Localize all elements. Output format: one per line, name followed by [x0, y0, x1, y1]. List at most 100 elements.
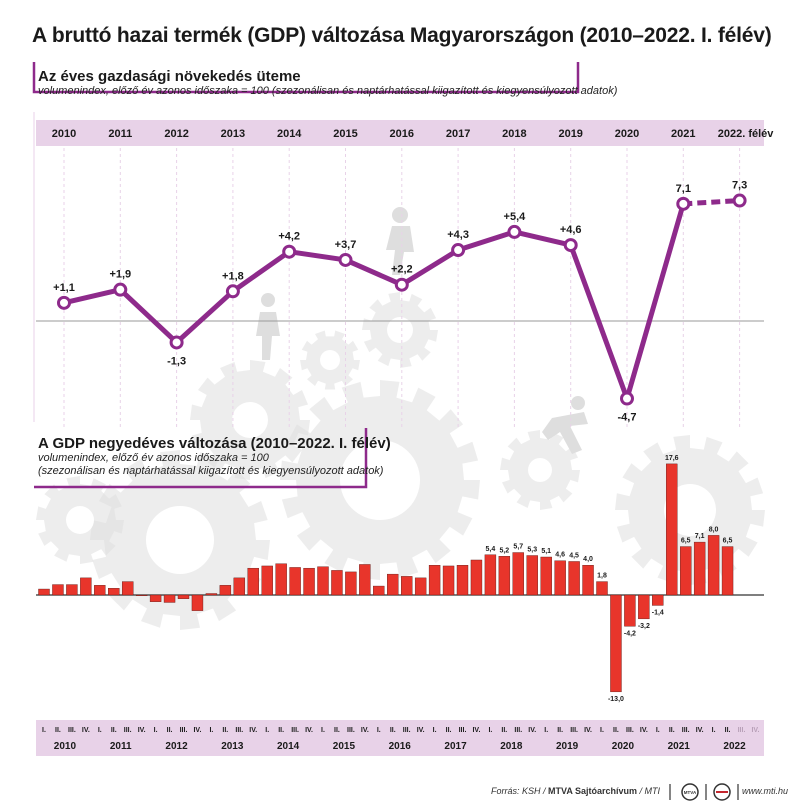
bar: [484, 554, 497, 596]
year-label: 2022. félév: [718, 128, 775, 140]
year-label: 2015: [333, 741, 356, 752]
bar: [401, 576, 413, 596]
quarter-label: III.: [682, 727, 690, 734]
quarterly-note-line2: (szezonálisan és naptárhatással kiigazít…: [38, 465, 384, 477]
quarter-label: I.: [209, 727, 213, 734]
quarter-label: I.: [154, 727, 158, 734]
quarter-label: IV.: [472, 727, 480, 734]
data-label: 7,1: [695, 533, 705, 540]
annual-title: Az éves gazdasági növekedés üteme: [38, 68, 301, 85]
quarterly-frame-line: [34, 428, 368, 489]
data-label: -13,0: [608, 696, 624, 703]
data-label: 5,1: [541, 548, 551, 555]
bar: [205, 593, 218, 596]
year-label: 2019: [556, 741, 579, 752]
bar: [680, 546, 692, 596]
bar: [38, 588, 50, 596]
year-label: 2016: [389, 741, 412, 752]
gear-hole-icon: [387, 317, 413, 343]
year-label: 2011: [110, 741, 132, 752]
data-label: 7,1: [676, 183, 691, 195]
bar: [512, 552, 524, 596]
data-point: [676, 196, 691, 211]
bar: [163, 594, 176, 603]
quarter-label: III.: [626, 727, 634, 734]
quarter-label: II.: [278, 727, 284, 734]
data-label: 4,6: [555, 552, 565, 559]
bar: [135, 594, 148, 597]
year-label: 2014: [277, 128, 302, 140]
quarter-label: I.: [321, 727, 325, 734]
source-url: www.mti.hu: [741, 786, 788, 796]
bar: [359, 564, 371, 596]
data-label: +4,6: [560, 224, 582, 236]
walking-person-icon: [256, 312, 280, 360]
quarter-label: III.: [403, 727, 411, 734]
data-label: +5,4: [504, 211, 527, 223]
quarter-label: IV.: [640, 727, 648, 734]
gear-hole-icon: [320, 350, 340, 370]
bar: [66, 584, 78, 596]
quarter-label: III.: [738, 727, 746, 734]
bar: [470, 559, 483, 596]
year-label: 2012: [165, 741, 188, 752]
bar: [414, 577, 427, 596]
source-credit: Forrás: KSH / MTVA Sajtóarchívum / MTI: [491, 786, 660, 796]
year-label: 2013: [221, 128, 245, 140]
quarter-label: III.: [570, 727, 578, 734]
quarter-label: IV.: [417, 727, 425, 734]
quarter-label: II.: [446, 727, 452, 734]
quarter-label: IV.: [528, 727, 536, 734]
year-label: 2021: [671, 128, 695, 140]
bar: [177, 594, 190, 599]
quarter-label: IV.: [249, 727, 257, 734]
annual-header: Az éves gazdasági növekedés üteme volume…: [38, 68, 617, 98]
year-label: 2011: [108, 128, 132, 140]
data-point: [338, 252, 353, 267]
bar: [303, 567, 315, 596]
bar: [707, 535, 720, 596]
quarter-label: IV.: [193, 727, 201, 734]
bar: [568, 561, 580, 596]
quarter-label: III.: [68, 727, 76, 734]
data-label: 4,0: [583, 556, 593, 563]
quarter-label: II.: [111, 727, 117, 734]
data-label: 5,3: [527, 547, 537, 554]
data-point: [451, 243, 466, 258]
quarter-label: I.: [600, 727, 604, 734]
quarter-label: III.: [347, 727, 355, 734]
year-label: 2018: [500, 741, 523, 752]
data-label: 8,0: [709, 526, 719, 533]
bar: [624, 594, 636, 627]
quarter-label: II.: [390, 727, 396, 734]
data-label: -4,2: [624, 630, 636, 637]
data-point: [57, 295, 71, 310]
data-label: 5,2: [499, 547, 509, 554]
quarter-label: IV.: [361, 727, 369, 734]
data-point: [225, 284, 240, 299]
data-point: [169, 335, 184, 350]
quarter-label: I.: [712, 727, 716, 734]
data-label: -4,7: [618, 412, 637, 424]
person-head-icon: [392, 207, 408, 223]
source-suffix: / MTI: [637, 786, 661, 796]
year-label: 2016: [390, 128, 414, 140]
year-label: 2015: [333, 128, 357, 140]
quarter-label: I.: [265, 727, 269, 734]
quarter-label: II.: [725, 727, 731, 734]
bar: [261, 565, 273, 596]
quarter-label: IV.: [82, 727, 90, 734]
bar: [442, 565, 455, 596]
source-prefix: Forrás: KSH /: [490, 786, 548, 796]
source-archive: MTVA Sajtóarchívum: [547, 786, 637, 796]
data-label: +2,2: [391, 264, 413, 276]
quarterly-header: A GDP negyedéves változása (2010–2022. I…: [38, 435, 391, 478]
data-label: 1,8: [597, 573, 607, 580]
quarter-label: II.: [334, 727, 340, 734]
quarter-label: I.: [98, 727, 102, 734]
bar: [149, 594, 162, 602]
quarter-label: I.: [488, 727, 492, 734]
bar: [693, 541, 706, 596]
series-line-dashed: [683, 198, 740, 207]
